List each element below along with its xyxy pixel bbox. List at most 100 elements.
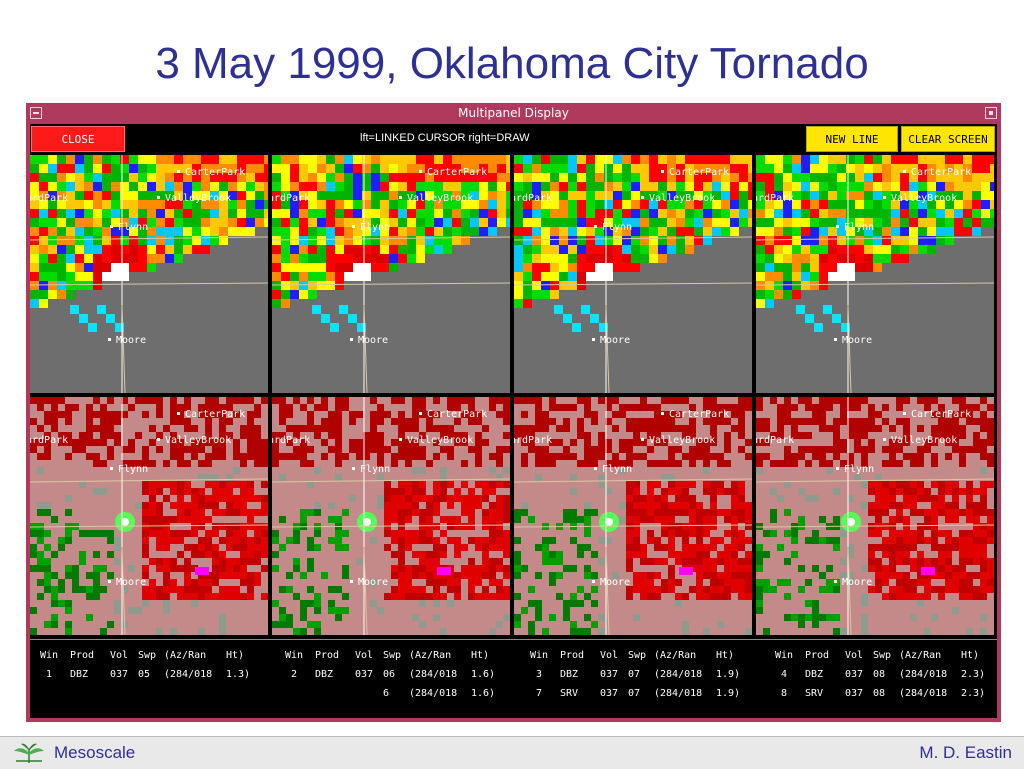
town-label-moore: Moore [600,335,630,346]
info-cell: 1.9) [716,688,741,699]
info-header: Win [285,650,304,661]
town-label-moore: Moore [842,335,872,346]
info-cell: 2.3) [961,669,986,680]
town-marker [594,225,597,228]
info-cell: 06 [383,669,396,680]
info-cell: 8 [781,688,788,699]
info-cell: (284/018 [899,669,948,680]
town-marker [836,467,839,470]
town-label-carterpark: CarterPark [669,167,729,178]
radar-panel-8[interactable]: CarterPark ardPark ValleyBrook Flynn Moore [756,397,994,635]
town-marker [661,412,664,415]
info-cell: (284/018 [164,669,213,680]
town-label-valleybrook: ValleyBrook [891,193,957,204]
info-cell: (284/018 [409,688,458,699]
town-label-ardpark: ardPark [514,193,552,204]
town-marker [594,467,597,470]
info-header: Vol [845,650,864,661]
town-label-moore: Moore [116,577,146,588]
clear-screen-button[interactable]: CLEAR SCREEN [901,126,995,152]
town-label-carterpark: CarterPark [427,167,487,178]
radar-panel-1[interactable]: CarterPark ardPark ValleyBrook Flynn Moore [30,155,268,393]
town-label-moore: Moore [600,577,630,588]
info-cell: (284/018 [654,669,703,680]
info-cell: DBZ [70,669,89,680]
info-header: Prod [315,650,340,661]
radar-panel-7[interactable]: CarterPark ardPark ValleyBrook Flynn Moore [514,397,752,635]
town-label-flynn: Flynn [844,464,874,475]
radar-panel-3[interactable]: CarterPark ardPark ValleyBrook Flynn Moore [514,155,752,393]
info-header: Prod [70,650,95,661]
info-header: Ht) [961,650,980,661]
info-header: Vol [110,650,129,661]
toolbar: CLOSE lft=LINKED CURSOR right=DRAW NEW L… [30,124,997,154]
town-marker [641,196,644,199]
town-label-valleybrook: ValleyBrook [891,435,957,446]
town-label-moore: Moore [358,577,388,588]
info-cell: 1.3) [226,669,251,680]
town-label-carterpark: CarterPark [185,167,245,178]
town-label-ardpark: ardPark [30,193,68,204]
radar-panel-2[interactable]: CarterPark ardPark ValleyBrook Flynn Moore [272,155,510,393]
window-menu-icon[interactable] [30,107,42,119]
slide-title: 3 May 1999, Oklahoma City Tornado [155,39,869,88]
town-marker [903,412,906,415]
leaf-logo-icon [14,743,44,763]
info-header: Swp [873,650,892,661]
info-cell: 4 [781,669,788,680]
town-label-ardpark: ardPark [756,435,794,446]
info-cell: SRV [805,688,824,699]
radar-panel-4[interactable]: CarterPark ardPark ValleyBrook Flynn Moore [756,155,994,393]
info-header: Swp [138,650,157,661]
multipanel-window: Multipanel Display CLOSE lft=LINKED CURS… [26,103,1001,722]
info-divider [30,639,997,640]
info-cell: 7 [536,688,543,699]
info-cell: 08 [873,688,886,699]
info-cell: 6 [383,688,390,699]
town-label-flynn: Flynn [844,222,874,233]
town-marker [399,196,402,199]
window-content: CLOSE lft=LINKED CURSOR right=DRAW NEW L… [30,124,997,718]
town-marker [157,438,160,441]
info-cell: 037 [845,669,864,680]
info-cell: SRV [560,688,579,699]
info-header: Prod [805,650,830,661]
radar-panel-5[interactable]: CarterPark ardPark ValleyBrook Flynn Moore [30,397,268,635]
town-label-carterpark: CarterPark [669,409,729,420]
info-header: Ht) [716,650,735,661]
info-header: (Az/Ran [409,650,452,661]
town-label-carterpark: CarterPark [427,409,487,420]
info-header: Win [530,650,549,661]
town-marker [834,338,837,341]
info-header: Ht) [471,650,490,661]
info-cell: 037 [600,688,619,699]
footer-author: M. D. Eastin [919,743,1012,762]
window-maximize-icon[interactable] [985,107,997,119]
town-marker [419,412,422,415]
window-titlebar[interactable]: Multipanel Display [26,103,1001,124]
slide-footer: Mesoscale M. D. Eastin [0,736,1024,769]
town-marker [352,467,355,470]
new-line-button[interactable]: NEW LINE [806,126,898,152]
panel-info-table: Win Prod Vol Swp (Az/Ran Ht) 1 DBZ 037 05 (284/018… [30,637,997,718]
town-label-carterpark: CarterPark [911,409,971,420]
info-cell: 3 [536,669,543,680]
radar-panel-6[interactable]: CarterPark ardPark ValleyBrook Flynn Moore [272,397,510,635]
town-marker [110,467,113,470]
info-cell: 07 [628,688,641,699]
town-marker [903,170,906,173]
town-marker [350,580,353,583]
info-header: Vol [355,650,374,661]
info-cell: 2 [291,669,298,680]
close-button[interactable]: CLOSE [31,126,125,152]
info-cell: (284/018 [899,688,948,699]
info-cell: 07 [628,669,641,680]
town-label-flynn: Flynn [602,222,632,233]
info-header: Prod [560,650,585,661]
cursor-hint: lft=LINKED CURSOR right=DRAW [360,132,530,144]
info-cell: 2.3) [961,688,986,699]
town-marker [350,338,353,341]
radar-panel-grid: CarterPark ardPark ValleyBrook Flynn Moore Ca… [30,155,997,637]
town-marker [177,170,180,173]
town-label-valleybrook: ValleyBrook [407,435,473,446]
